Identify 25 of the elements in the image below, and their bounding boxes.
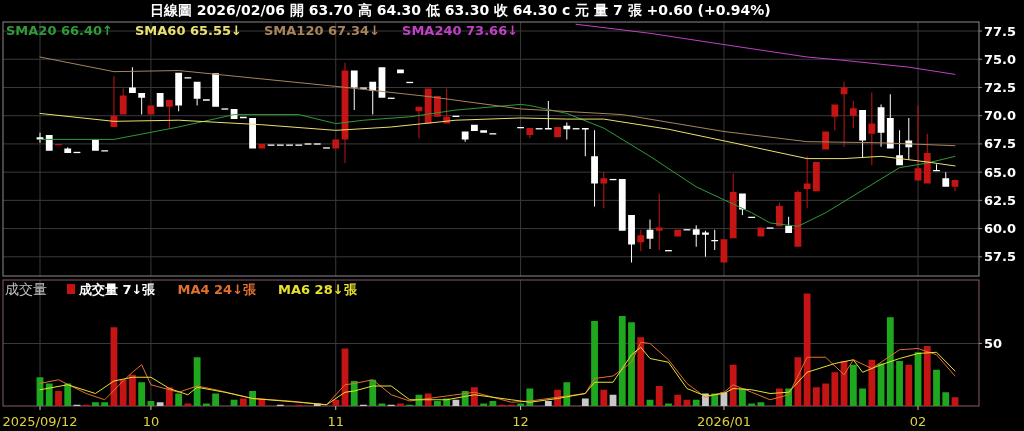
y-tick-label: 67.5 [984,136,1017,152]
y-tick-label: 57.5 [984,249,1017,265]
x-tick-label: 11 [327,414,345,429]
text: SMA20 66.40↑ [6,23,113,38]
y-tick-label: 77.5 [984,23,1017,39]
chart-title: 成交量 [5,281,47,297]
y-tick-label: 65.0 [984,164,1017,180]
x-tick-label: 2025/09/12 [2,414,78,429]
y-tick-label: 70.0 [984,108,1017,124]
text: SMA120 67.34↓ [264,23,381,38]
y-tick-label: 75.0 [984,51,1017,67]
x-tick-label: 10 [142,414,160,429]
legend-label: 成交量 7↓張 [78,282,157,297]
text: MA4 24↓張 [177,282,258,297]
x-tick-label: 12 [512,414,529,429]
y-tick-label: 72.5 [984,79,1017,95]
chart-title: 日線圖 2026/02/06 開 63.70 高 64.30 低 63.30 收 64.30 c 元 量 7 張 +0.60 (+0.94%) [150,2,771,18]
y-tick-label: 60.0 [984,221,1017,237]
y-tick-label: 62.5 [984,192,1017,208]
y-tick-label: 50 [984,336,1003,351]
text: SMA60 65.55↓ [135,23,242,38]
text: SMA240 73.66↓ [402,23,519,38]
text: MA6 28↓張 [278,282,358,297]
x-tick-label: 2026/01 [696,414,751,429]
x-tick-label: 02 [909,414,927,429]
